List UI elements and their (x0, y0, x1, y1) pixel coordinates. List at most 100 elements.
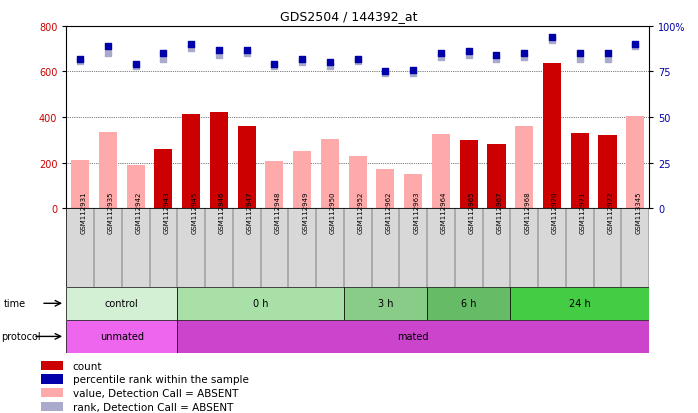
Text: 0 h: 0 h (253, 299, 268, 309)
Point (602, 56, 613, 63)
Point (574, 51, 586, 57)
Point (408, 67, 419, 74)
Bar (427, 287, 510, 320)
Text: GSM112950: GSM112950 (330, 191, 336, 234)
Point (158, 56, 169, 63)
Bar (293, 152, 311, 209)
Text: GSM113345: GSM113345 (635, 191, 641, 234)
Bar (321, 139, 339, 209)
Bar (510, 287, 649, 320)
Text: GSM112970: GSM112970 (552, 191, 558, 234)
Text: count: count (73, 361, 102, 371)
Bar (66, 209, 649, 287)
Bar (487, 145, 505, 209)
Point (75, 58, 86, 65)
Text: GSM112963: GSM112963 (413, 191, 419, 234)
Point (491, 52, 502, 59)
Bar (571, 134, 589, 209)
Point (297, 60, 308, 66)
Text: GDS2504 / 144392_at: GDS2504 / 144392_at (281, 10, 417, 23)
Point (408, 71, 419, 77)
Bar (41, 388, 64, 397)
Text: 3 h: 3 h (378, 299, 393, 309)
Point (214, 52, 225, 59)
Bar (154, 150, 172, 209)
Point (574, 56, 586, 63)
Bar (376, 170, 394, 209)
Point (463, 49, 475, 56)
Point (103, 51, 114, 57)
Point (630, 42, 641, 48)
Point (130, 64, 141, 70)
Point (214, 47, 225, 54)
Point (186, 42, 197, 48)
Bar (344, 287, 427, 320)
Point (352, 58, 363, 65)
Text: protocol: protocol (1, 332, 41, 342)
Bar (265, 162, 283, 209)
Text: unmated: unmated (100, 332, 144, 342)
Point (297, 56, 308, 63)
Bar (182, 114, 200, 209)
Text: 6 h: 6 h (461, 299, 477, 309)
Bar (432, 135, 450, 209)
Text: GSM112952: GSM112952 (357, 191, 364, 234)
Bar (71, 161, 89, 209)
Bar (177, 287, 344, 320)
Point (519, 55, 530, 61)
Bar (41, 374, 64, 384)
Text: GSM112947: GSM112947 (246, 191, 253, 234)
Bar (626, 116, 644, 209)
Point (103, 43, 114, 50)
Bar (99, 133, 117, 209)
Point (436, 51, 447, 57)
Bar (66, 287, 177, 320)
Text: 24 h: 24 h (569, 299, 591, 309)
Point (186, 45, 197, 52)
Point (491, 56, 502, 63)
Text: GSM112967: GSM112967 (496, 191, 503, 234)
Bar (349, 156, 366, 209)
Point (352, 56, 363, 63)
Bar (598, 136, 616, 209)
Text: time: time (3, 299, 26, 309)
Point (602, 51, 613, 57)
Point (241, 47, 252, 54)
Text: GSM112949: GSM112949 (302, 191, 309, 234)
Point (519, 51, 530, 57)
Text: GSM112962: GSM112962 (385, 191, 392, 234)
Bar (66, 320, 177, 353)
Point (75, 56, 86, 63)
Point (130, 62, 141, 68)
Text: control: control (105, 299, 139, 309)
Bar (543, 64, 561, 209)
Bar (460, 140, 477, 209)
Bar (126, 165, 144, 209)
Point (241, 51, 252, 57)
Text: GSM112971: GSM112971 (580, 191, 586, 234)
Text: percentile rank within the sample: percentile rank within the sample (73, 374, 248, 384)
Point (380, 71, 391, 77)
Bar (41, 402, 64, 411)
Text: rank, Detection Call = ABSENT: rank, Detection Call = ABSENT (73, 401, 233, 411)
Point (547, 38, 558, 45)
Point (547, 34, 558, 41)
Text: GSM112964: GSM112964 (441, 191, 447, 234)
Text: GSM112972: GSM112972 (607, 191, 614, 234)
Point (325, 64, 336, 70)
Text: value, Detection Call = ABSENT: value, Detection Call = ABSENT (73, 388, 238, 398)
Bar (177, 320, 649, 353)
Point (380, 69, 391, 76)
Point (436, 55, 447, 61)
Text: GSM112931: GSM112931 (80, 191, 86, 234)
Point (158, 51, 169, 57)
Bar (404, 174, 422, 209)
Point (269, 64, 280, 70)
Text: GSM112945: GSM112945 (191, 191, 198, 234)
Text: GSM112965: GSM112965 (469, 191, 475, 234)
Bar (515, 127, 533, 209)
Text: GSM112942: GSM112942 (135, 191, 142, 234)
Text: GSM112948: GSM112948 (274, 191, 281, 234)
Text: GSM112968: GSM112968 (524, 191, 530, 234)
Point (463, 52, 475, 59)
